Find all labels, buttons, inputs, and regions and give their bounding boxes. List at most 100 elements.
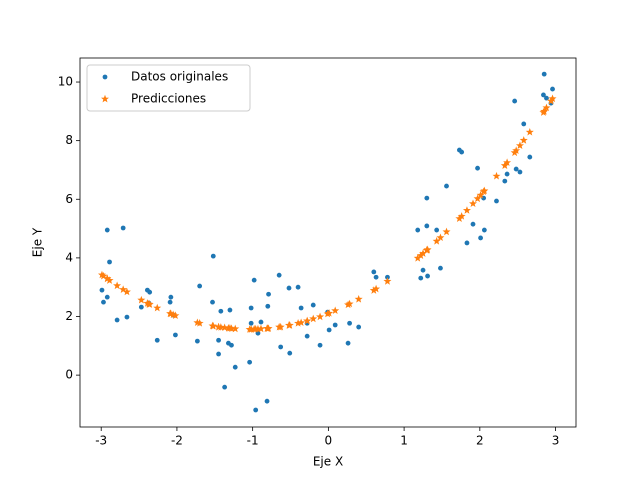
data-point xyxy=(473,194,482,203)
data-point xyxy=(525,127,534,136)
data-point xyxy=(124,314,130,320)
data-point xyxy=(500,161,509,169)
data-point xyxy=(438,265,443,271)
data-point xyxy=(464,240,470,246)
y-tick-label: 4 xyxy=(65,250,73,264)
data-point xyxy=(266,291,271,297)
data-point xyxy=(475,165,480,171)
data-point xyxy=(317,342,323,348)
data-point xyxy=(104,294,110,300)
data-point xyxy=(415,227,421,233)
data-point xyxy=(295,284,301,290)
y-tick-label: 0 xyxy=(65,368,73,382)
data-point xyxy=(120,225,126,231)
data-point xyxy=(444,183,449,189)
data-point xyxy=(345,299,354,308)
data-point xyxy=(455,214,464,223)
data-point xyxy=(542,103,551,112)
data-point xyxy=(479,187,488,196)
data-point xyxy=(515,141,524,150)
data-point xyxy=(256,324,265,333)
data-point xyxy=(101,299,106,305)
legend-marker xyxy=(102,74,108,80)
data-point xyxy=(469,199,478,208)
data-point xyxy=(512,98,518,104)
data-point xyxy=(153,303,162,312)
data-point xyxy=(138,304,144,310)
data-point xyxy=(168,294,174,300)
data-point xyxy=(424,195,430,201)
plot-frame xyxy=(79,57,577,428)
data-point xyxy=(147,289,153,295)
data-point xyxy=(541,92,546,98)
x-tick-label: -1 xyxy=(247,434,259,448)
data-point xyxy=(210,299,215,305)
x-tick-label: 1 xyxy=(400,434,408,448)
data-point xyxy=(462,206,471,214)
y-axis-label: Eje Y xyxy=(31,227,45,257)
y-tick-label: 2 xyxy=(65,309,73,323)
data-point xyxy=(258,319,264,325)
y-tick-label: 8 xyxy=(65,133,73,147)
data-point xyxy=(494,198,499,204)
data-point xyxy=(247,359,253,365)
data-point xyxy=(171,311,180,320)
data-point xyxy=(285,321,294,329)
data-point xyxy=(457,212,466,220)
data-point xyxy=(247,325,256,333)
x-tick-label: -2 xyxy=(171,434,183,448)
x-tick-label: -3 xyxy=(95,434,107,448)
data-point xyxy=(434,227,440,233)
data-point xyxy=(504,171,510,177)
legend: Datos originales Predicciones xyxy=(86,64,251,112)
legend-box xyxy=(86,64,251,112)
data-point xyxy=(222,384,228,390)
data-point xyxy=(210,253,216,259)
data-point xyxy=(316,312,325,321)
data-point xyxy=(425,273,430,279)
legend-label: Datos originales xyxy=(131,70,228,84)
data-point xyxy=(264,398,270,404)
data-point xyxy=(253,324,262,333)
data-point xyxy=(325,309,334,317)
data-point xyxy=(481,227,487,233)
data-point xyxy=(144,300,153,308)
data-point xyxy=(418,275,424,281)
data-point xyxy=(459,149,465,155)
data-point xyxy=(194,338,200,344)
data-point xyxy=(114,317,120,323)
data-point xyxy=(287,350,293,356)
data-point xyxy=(119,285,128,293)
data-point xyxy=(216,351,221,357)
y-tick-label: 10 xyxy=(58,75,73,89)
data-point xyxy=(195,319,204,327)
data-point xyxy=(309,314,318,323)
data-point xyxy=(432,236,441,245)
data-point xyxy=(105,276,114,284)
data-point xyxy=(423,245,432,254)
data-point xyxy=(512,146,521,155)
data-point xyxy=(229,342,234,348)
legend-marker xyxy=(101,94,109,103)
data-point xyxy=(424,223,430,229)
data-point xyxy=(251,277,257,283)
data-point xyxy=(502,178,508,184)
data-point xyxy=(248,305,254,311)
data-point xyxy=(298,305,304,311)
data-point xyxy=(442,227,451,236)
data-point xyxy=(541,71,547,77)
legend-label: Predicciones xyxy=(131,92,206,106)
data-point xyxy=(521,121,527,127)
data-point xyxy=(419,249,428,257)
data-point xyxy=(227,324,236,332)
data-point xyxy=(420,267,426,273)
data-point xyxy=(519,136,528,144)
data-point xyxy=(99,271,108,280)
data-point xyxy=(220,323,229,332)
data-point xyxy=(99,287,105,293)
data-point xyxy=(345,340,351,346)
data-point xyxy=(517,169,523,175)
data-point xyxy=(113,281,122,290)
data-point xyxy=(167,299,173,305)
data-point xyxy=(383,277,392,285)
